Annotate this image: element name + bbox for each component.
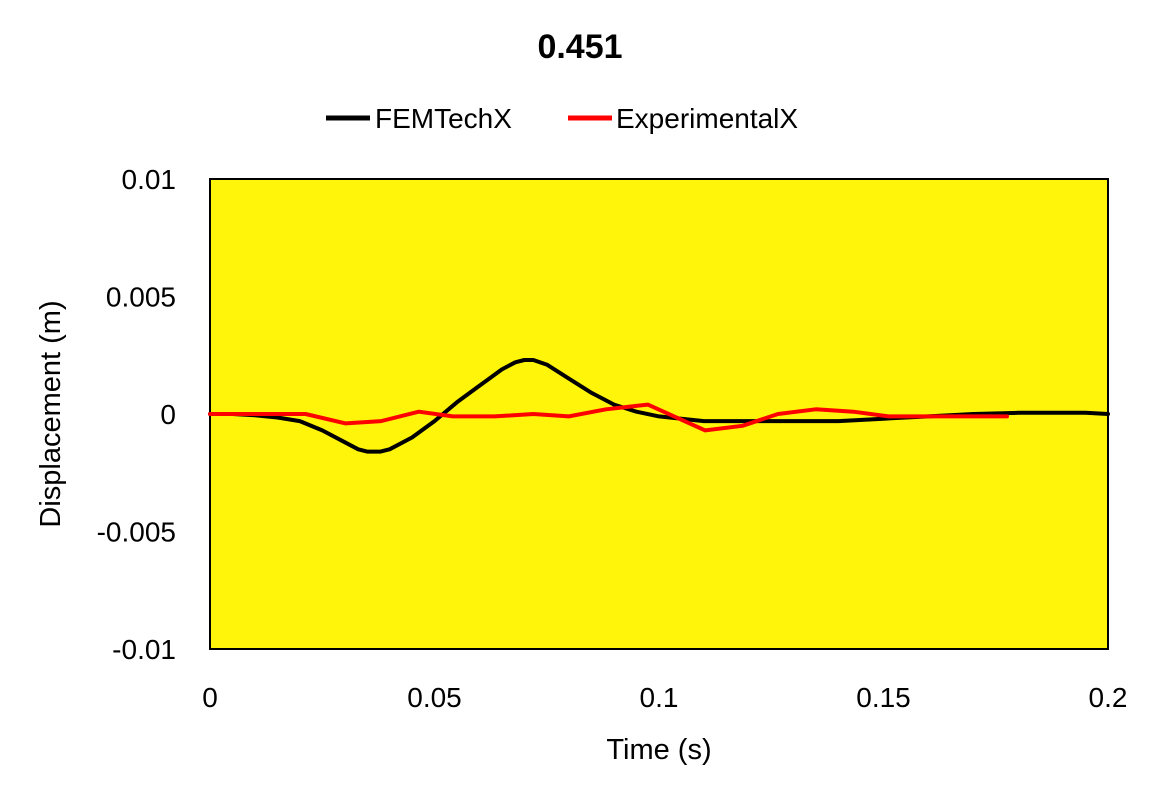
y-tick-label: 0.01 <box>122 164 177 195</box>
x-tick-label: 0.1 <box>640 682 679 713</box>
legend-label-femtechx: FEMTechX <box>375 103 512 134</box>
series-line-experimentalx <box>208 402 1009 433</box>
y-tick-label: -0.005 <box>97 517 176 548</box>
legend: FEMTechX ExperimentalX <box>326 103 798 134</box>
y-tick-label: 0.005 <box>106 282 176 313</box>
series-lines <box>208 358 1110 454</box>
x-axis-tick-labels: 0 0.05 0.1 0.15 0.2 <box>202 682 1127 713</box>
x-tick-label: 0.05 <box>407 682 462 713</box>
x-axis-label: Time (s) <box>606 734 711 766</box>
x-tick-label: 0.15 <box>856 682 911 713</box>
y-axis-label: Displacement (m) <box>35 300 67 527</box>
y-tick-label: -0.01 <box>112 634 176 665</box>
chart-title: 0.451 <box>537 28 622 66</box>
x-tick-label: 0.2 <box>1089 682 1128 713</box>
series-line-femtechx <box>208 358 1110 454</box>
x-tick-label: 0 <box>202 682 218 713</box>
y-tick-label: 0 <box>160 399 176 430</box>
legend-label-experimentalx: ExperimentalX <box>616 103 798 134</box>
y-axis-tick-labels: 0.01 0.005 0 -0.005 -0.01 <box>97 164 176 665</box>
